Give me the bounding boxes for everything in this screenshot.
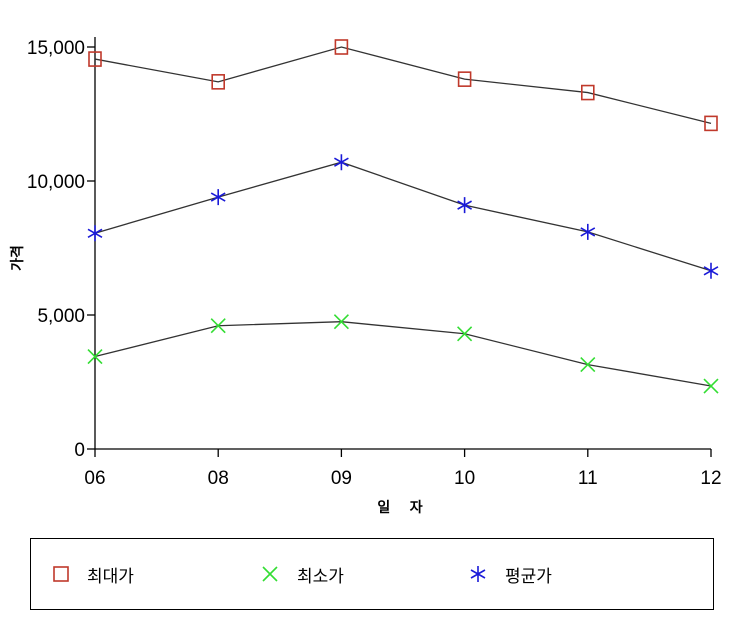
marker-x (580, 357, 596, 373)
y-tick-label: 15,000 (27, 38, 85, 59)
x-tick-label: 12 (700, 468, 721, 489)
marker-asterisk (87, 225, 103, 242)
x-tick-label: 11 (578, 468, 598, 489)
data-point (210, 318, 226, 334)
data-point (703, 262, 719, 279)
legend-item-min: 최소가 (261, 539, 344, 609)
data-point (88, 51, 102, 67)
data-point (580, 223, 596, 240)
legend-marker-x-icon (262, 566, 278, 582)
x-tick-label: 08 (208, 468, 229, 489)
series-lines (94, 46, 712, 387)
legend: 최대가 최소가 평균가 (30, 538, 714, 610)
marker-asterisk (457, 197, 472, 214)
y-tick-label: 0 (74, 440, 85, 461)
marker-square (334, 39, 349, 55)
marker-asterisk (703, 262, 719, 279)
axis-labels: 0 5,000 10,000 15,000 06 08 09 10 11 12 일 자 가격 (9, 38, 722, 516)
data-point (334, 154, 349, 171)
series-line-1 (94, 321, 712, 387)
x-tick-label: 06 (84, 468, 105, 489)
x-axis-title: 일 자 (377, 500, 422, 516)
marker-asterisk (210, 189, 226, 206)
data-point (87, 225, 103, 242)
marker-square (211, 74, 225, 90)
data-point (210, 189, 226, 206)
x-tick-label: 10 (454, 468, 475, 489)
data-point (87, 348, 103, 365)
data-point (333, 314, 349, 330)
legend-marker-asterisk-icon (470, 566, 486, 582)
legend-item-avg: 평균가 (469, 539, 552, 609)
y-axis-title: 가격 (9, 245, 26, 271)
data-point (457, 71, 472, 87)
marker-x (87, 348, 103, 365)
data-point (703, 378, 719, 394)
marker-square (580, 84, 595, 101)
data-point (457, 197, 472, 214)
marker-x (457, 326, 473, 342)
legend-marker-square-icon (53, 566, 69, 582)
marker-square (704, 115, 718, 132)
marker-square (457, 71, 472, 87)
marker-asterisk (580, 223, 596, 240)
data-point (580, 357, 596, 373)
marker-asterisk (334, 154, 349, 171)
legend-item-max: 최대가 (53, 539, 134, 609)
legend-label-avg: 평균가 (505, 566, 552, 587)
data-point (211, 74, 225, 90)
legend-label-max: 최대가 (87, 566, 134, 587)
data-point (704, 115, 718, 132)
axes (87, 37, 712, 457)
y-tick-label: 5,000 (37, 306, 85, 327)
series-line-0 (94, 46, 712, 125)
y-tick-label: 10,000 (27, 172, 85, 193)
x-tick-label: 09 (331, 468, 352, 489)
marker-x (210, 318, 226, 334)
marker-x (333, 314, 349, 330)
data-point (334, 39, 349, 55)
marker-x (703, 378, 719, 394)
data-point (580, 84, 595, 101)
marker-square (88, 51, 102, 67)
line-chart: 0 5,000 10,000 15,000 06 08 09 10 11 12 일 자 가격 (9, 37, 722, 516)
legend-label-min: 최소가 (297, 566, 344, 587)
data-point (457, 326, 473, 342)
series-markers (87, 39, 719, 394)
series-line-2 (94, 161, 712, 272)
